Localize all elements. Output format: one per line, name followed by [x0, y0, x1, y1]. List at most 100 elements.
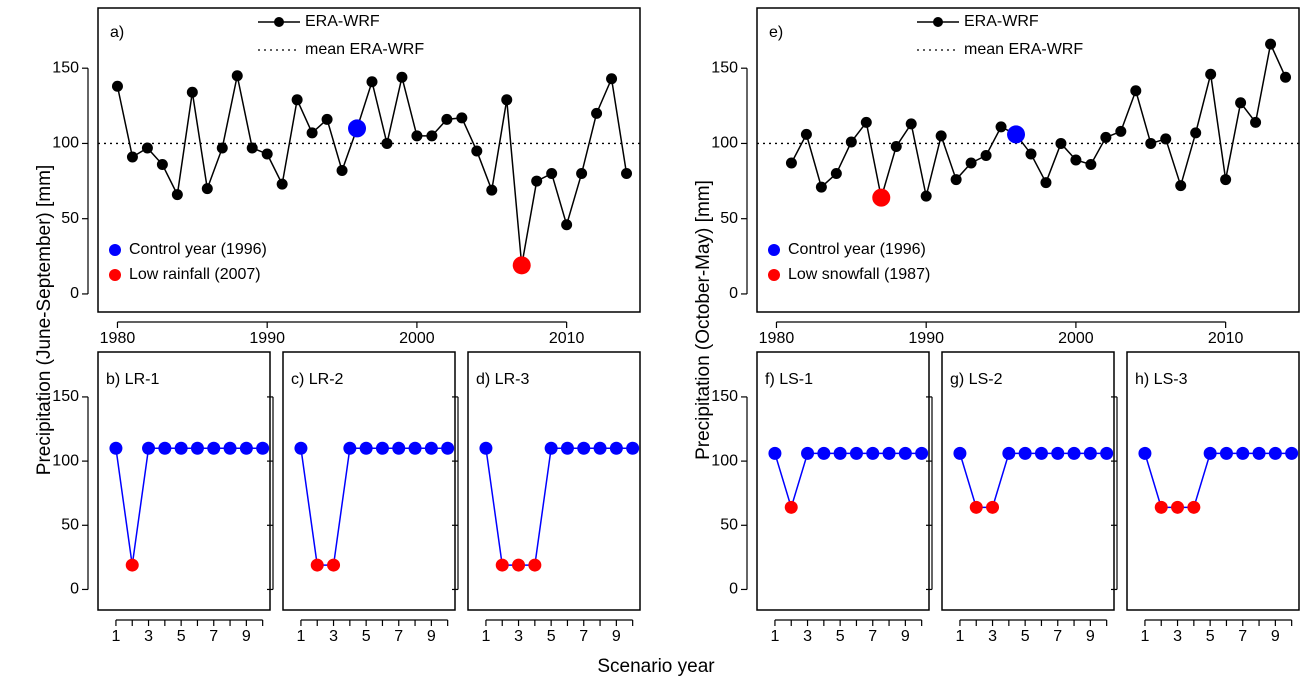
data-point — [1190, 127, 1202, 139]
data-point — [1034, 446, 1048, 460]
x-tick-label: 9 — [901, 628, 910, 645]
panel-title: g) LS-2 — [950, 371, 1003, 388]
data-point — [336, 165, 348, 177]
legend-label: Low snowfall (1987) — [788, 266, 930, 283]
data-point — [381, 137, 393, 149]
data-point — [965, 157, 977, 169]
data-point — [801, 446, 815, 460]
data-point — [1115, 125, 1127, 137]
data-point — [1280, 71, 1292, 83]
x-tick-label: 2010 — [1208, 330, 1244, 347]
data-point — [396, 71, 408, 83]
y-tick-label: 50 — [61, 517, 79, 534]
data-point — [561, 219, 573, 231]
data-point — [343, 441, 357, 455]
panel-title: d) LR-3 — [476, 371, 529, 388]
legend-point — [109, 244, 121, 256]
legend-label: Control year (1996) — [788, 241, 926, 258]
data-point — [950, 174, 962, 186]
series-line — [1144, 452, 1292, 509]
data-point — [830, 168, 842, 180]
x-tick-label: 3 — [988, 628, 997, 645]
data-point — [246, 142, 258, 154]
panel-title: a) — [110, 24, 124, 41]
data-point — [817, 446, 831, 460]
data-point — [1051, 446, 1065, 460]
data-point — [609, 441, 623, 455]
x-tick-label: 9 — [1271, 628, 1280, 645]
data-point — [291, 94, 303, 106]
x-tick-label: 7 — [394, 628, 403, 645]
data-point — [785, 157, 797, 169]
data-point — [456, 112, 468, 124]
data-point — [366, 76, 378, 88]
data-point — [1055, 137, 1067, 149]
plot-box — [1126, 351, 1300, 611]
data-point — [375, 441, 389, 455]
legend-point — [274, 17, 284, 27]
series-line — [115, 447, 263, 566]
data-point — [1018, 446, 1032, 460]
data-point — [201, 183, 213, 195]
data-point — [207, 441, 221, 455]
x-tick-label: 5 — [362, 628, 371, 645]
data-point — [546, 168, 558, 180]
plot-box — [756, 351, 930, 611]
y-tick-label: 100 — [711, 135, 738, 152]
data-point — [392, 441, 406, 455]
data-point — [905, 118, 917, 130]
panel-title: c) LR-2 — [291, 371, 344, 388]
data-point — [142, 441, 156, 455]
legend-label: Control year (1996) — [129, 241, 267, 258]
x-tick-label: 5 — [177, 628, 186, 645]
data-point — [1236, 446, 1250, 460]
data-point — [1138, 446, 1152, 460]
data-point — [1235, 97, 1247, 109]
data-point — [1100, 446, 1114, 460]
data-point — [1100, 131, 1112, 143]
data-point — [784, 500, 798, 514]
data-point — [995, 121, 1007, 133]
y-tick-label: 0 — [70, 581, 79, 598]
data-point — [327, 558, 341, 572]
data-point — [111, 80, 123, 92]
data-point — [216, 142, 228, 154]
x-tick-label: 9 — [612, 628, 621, 645]
data-point — [1083, 446, 1097, 460]
legend-point — [768, 244, 780, 256]
data-point — [424, 441, 438, 455]
y-tick-label: 0 — [729, 285, 738, 302]
x-tick-label: 3 — [803, 628, 812, 645]
data-point — [560, 441, 574, 455]
highlight-point — [1007, 125, 1026, 144]
y-tick-label: 100 — [52, 452, 79, 469]
data-point — [239, 441, 253, 455]
data-point — [986, 500, 1000, 514]
legend-point — [768, 269, 780, 281]
x-tick-label: 9 — [427, 628, 436, 645]
data-point — [441, 113, 453, 125]
x-tick-label: 3 — [1173, 628, 1182, 645]
data-point — [441, 441, 455, 455]
data-point — [306, 127, 318, 139]
data-point — [256, 441, 270, 455]
data-point — [576, 168, 588, 180]
data-point — [953, 446, 967, 460]
data-point — [593, 441, 607, 455]
y-tick-label: 0 — [729, 581, 738, 598]
data-point — [125, 558, 139, 572]
data-point — [1070, 154, 1082, 166]
data-point — [1160, 133, 1172, 145]
data-point — [915, 446, 929, 460]
data-point — [849, 446, 863, 460]
data-point — [1154, 500, 1168, 514]
legend-point — [933, 17, 943, 27]
data-point — [591, 107, 603, 119]
plot-box — [282, 351, 456, 611]
legend-label: Low rainfall (2007) — [129, 266, 261, 283]
data-point — [544, 441, 558, 455]
data-point — [426, 130, 438, 142]
data-point — [126, 151, 138, 163]
x-tick-label: 5 — [1206, 628, 1215, 645]
data-point — [1203, 446, 1217, 460]
